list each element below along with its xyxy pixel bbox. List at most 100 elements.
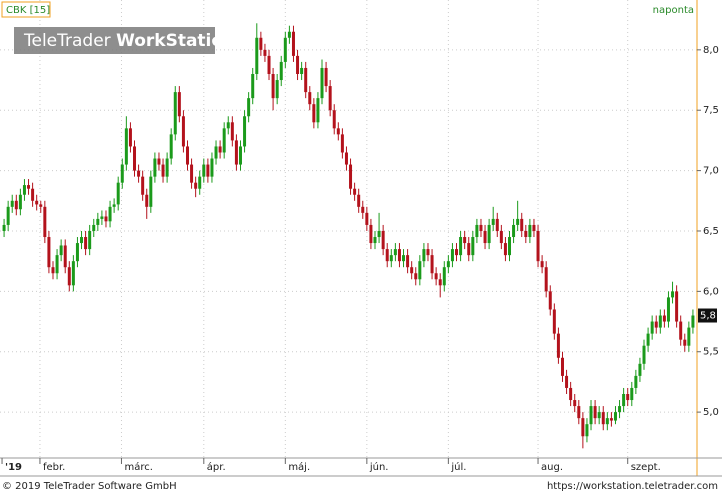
y-tick-label: 7,5 — [703, 105, 719, 116]
x-tick-label: júl. — [450, 461, 466, 473]
candle-body — [137, 170, 141, 177]
candle-body — [279, 61, 283, 81]
candle-body — [145, 194, 149, 207]
candle-body — [406, 255, 410, 268]
candle-body — [71, 261, 75, 286]
x-tick-label: aug. — [541, 462, 563, 473]
candle-body — [324, 67, 328, 87]
candle-body — [35, 200, 39, 205]
candle-body — [291, 31, 295, 56]
candle-body — [581, 418, 585, 437]
interval-label: naponta — [653, 5, 694, 16]
candle-body — [687, 327, 691, 346]
candle-body — [605, 418, 609, 425]
candle-body — [475, 224, 479, 238]
candle-body — [304, 67, 308, 93]
candle-body — [308, 92, 312, 105]
candle-body — [14, 200, 18, 210]
candle-body — [149, 176, 153, 207]
candle-body — [438, 279, 442, 286]
candle-body — [613, 412, 617, 421]
candle-body — [124, 128, 128, 165]
candle-body — [165, 158, 169, 177]
candle-body — [263, 49, 267, 56]
candle-body — [22, 185, 26, 195]
candle-body — [671, 291, 675, 298]
candle-body — [536, 230, 540, 262]
candle-body — [255, 37, 259, 74]
candle-body — [381, 230, 385, 250]
candle-body — [283, 37, 287, 62]
candle-body — [320, 67, 324, 99]
candle-body — [6, 206, 10, 225]
candle-body — [361, 206, 365, 213]
candle-body — [556, 333, 560, 358]
candle-body — [267, 55, 271, 74]
candle-body — [287, 31, 291, 38]
candle-body — [410, 267, 414, 274]
candle-body — [312, 104, 316, 123]
candle-body — [377, 230, 381, 238]
candle-body — [524, 230, 528, 238]
candle-body — [2, 224, 6, 231]
candle-body — [336, 128, 340, 135]
candle-body — [479, 224, 483, 231]
candle-body — [577, 406, 581, 419]
x-tick-label: márc. — [124, 461, 152, 473]
candle-body — [230, 122, 234, 141]
candle-body — [10, 200, 14, 207]
footer-url: https://workstation.teletrader.com — [547, 481, 718, 492]
x-tick-label: ápr. — [207, 461, 226, 473]
candle-body — [450, 249, 454, 262]
candle-body — [128, 128, 132, 147]
candle-body — [532, 224, 536, 231]
candle-body — [349, 164, 353, 189]
candle-body — [55, 255, 59, 274]
candle-body — [153, 158, 157, 177]
candle-body — [365, 212, 369, 225]
candle-body — [662, 315, 666, 322]
candle-body — [634, 375, 638, 388]
symbol-label: CBK [15] — [6, 5, 50, 16]
x-tick-label: '19 — [5, 462, 22, 473]
candle-body — [100, 216, 104, 219]
candle-body — [503, 243, 507, 256]
candle-body — [198, 176, 202, 189]
candle-body — [597, 412, 601, 419]
candle-body — [271, 74, 275, 99]
candle-body — [344, 152, 348, 165]
candle-body — [540, 261, 544, 268]
candle-body — [332, 110, 336, 129]
candle-body — [194, 182, 198, 189]
x-tick-label: szept. — [631, 462, 661, 473]
candle-body — [18, 194, 22, 210]
plot-area — [0, 0, 697, 458]
candle-body — [63, 245, 67, 268]
candle-body — [47, 237, 51, 268]
candle-body — [426, 249, 430, 256]
candle-body — [520, 218, 524, 231]
candle-body — [141, 176, 145, 195]
candle-body — [422, 249, 426, 262]
watermark: TeleTrader WorkStation — [23, 31, 235, 51]
last-price-tag — [698, 308, 717, 323]
candle-body — [169, 134, 173, 159]
candle-body — [222, 128, 226, 153]
candle-body — [565, 375, 569, 388]
candle-body — [92, 224, 96, 231]
candle-body — [226, 122, 230, 129]
candle-body — [133, 146, 137, 171]
candle-body — [642, 345, 646, 364]
candle-body — [434, 273, 438, 280]
candle-body — [300, 67, 304, 74]
candle-body — [601, 412, 605, 425]
candle-body — [210, 158, 214, 177]
candle-body — [67, 267, 71, 286]
candle-body — [96, 218, 100, 225]
candle-body — [442, 267, 446, 286]
candle-body — [296, 55, 300, 74]
candle-body — [173, 92, 177, 135]
candle-body — [385, 249, 389, 262]
footer-copyright: © 2019 TeleTrader Software GmbH — [2, 481, 177, 492]
x-tick-label: jún. — [369, 461, 389, 473]
